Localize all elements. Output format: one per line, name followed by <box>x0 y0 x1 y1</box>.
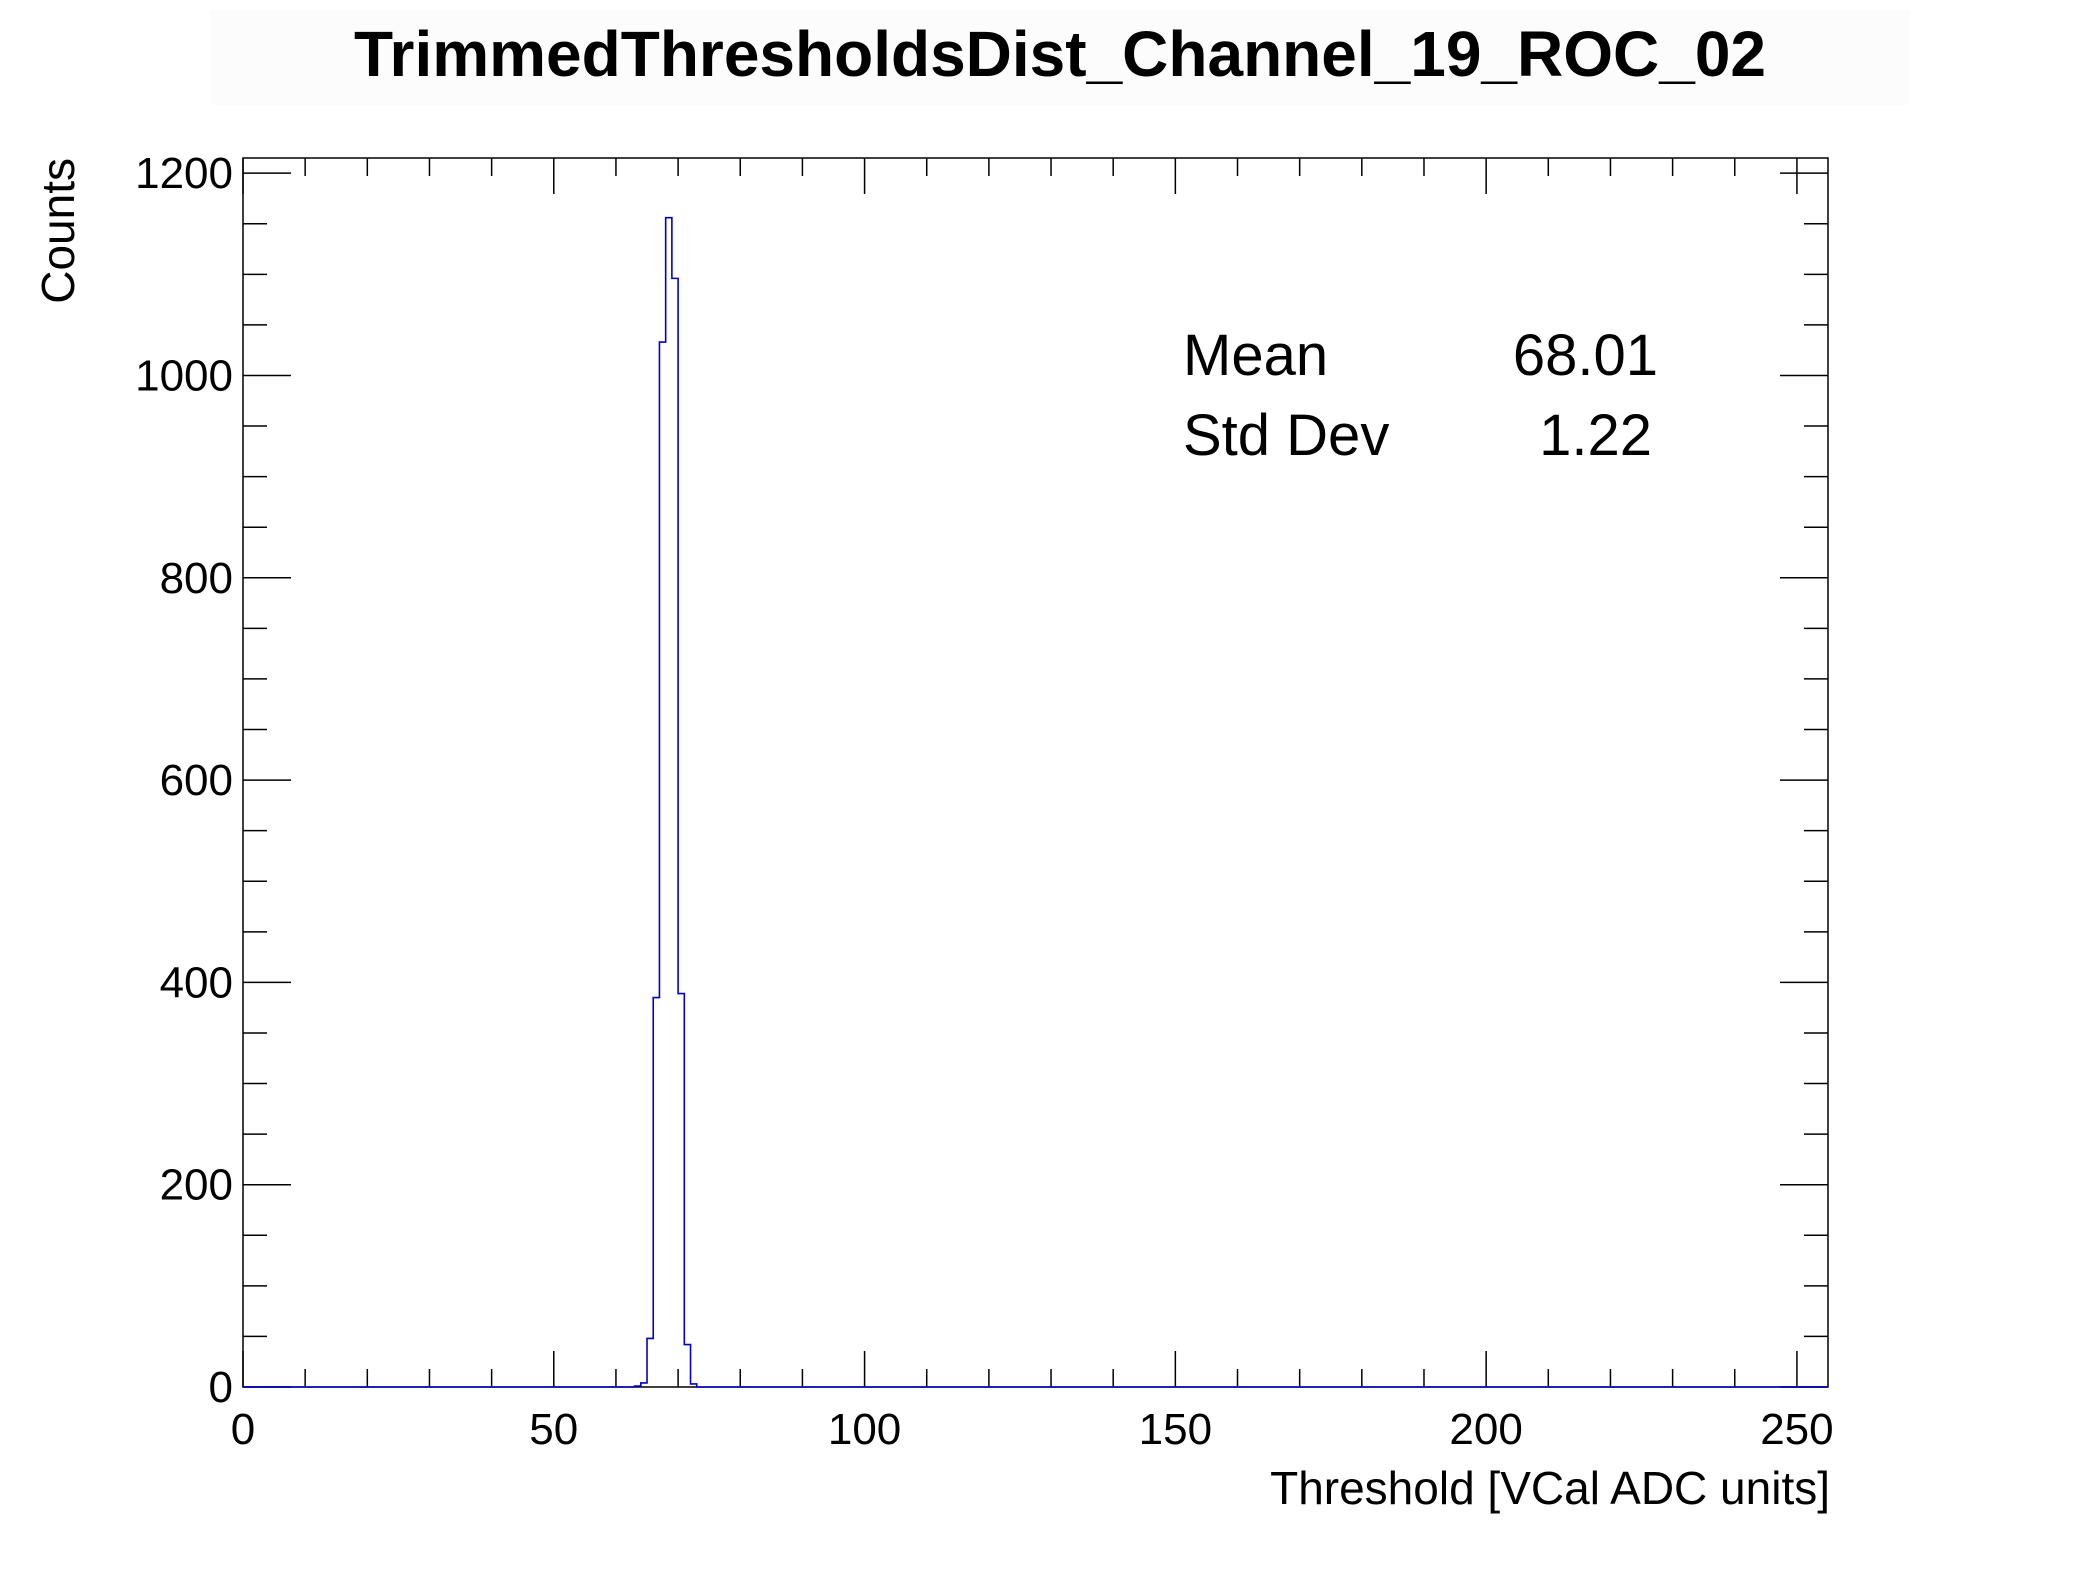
x-tick-label: 200 <box>1449 1405 1522 1454</box>
y-tick-label: 1000 <box>135 351 233 400</box>
histogram-bin <box>659 342 665 1387</box>
y-tick-label: 800 <box>160 554 233 603</box>
histogram-bin <box>666 218 672 1387</box>
stats-std-value: 1.22 <box>1539 403 1652 468</box>
y-axis-title: Counts <box>32 158 84 304</box>
chart-title: TrimmedThresholdsDist_Channel_19_ROC_02 <box>353 18 1767 90</box>
stats-mean-value: 68.01 <box>1513 323 1658 388</box>
y-tick-label: 1200 <box>135 149 233 198</box>
y-tick-label: 0 <box>209 1363 233 1412</box>
y-tick-label: 600 <box>160 756 233 805</box>
stats-mean-label: Mean <box>1183 323 1328 388</box>
histogram-bin <box>672 278 678 1387</box>
title-band <box>210 10 1910 105</box>
histogram-bin <box>653 998 659 1387</box>
y-tick-label: 200 <box>160 1161 233 1210</box>
x-tick-label: 100 <box>828 1405 901 1454</box>
x-tick-label: 50 <box>529 1405 578 1454</box>
histogram-bin <box>647 1338 653 1387</box>
histogram-bin <box>678 994 684 1387</box>
x-tick-label: 0 <box>231 1405 255 1454</box>
y-tick-label: 400 <box>160 958 233 1007</box>
histogram-outline <box>243 216 1828 1388</box>
stats-std-label: Std Dev <box>1183 403 1389 468</box>
histogram-bin <box>684 1345 690 1387</box>
x-axis-title: Threshold [VCal ADC units] <box>1270 1462 1830 1514</box>
x-tick-label: 250 <box>1760 1405 1833 1454</box>
x-tick-label: 150 <box>1139 1405 1212 1454</box>
